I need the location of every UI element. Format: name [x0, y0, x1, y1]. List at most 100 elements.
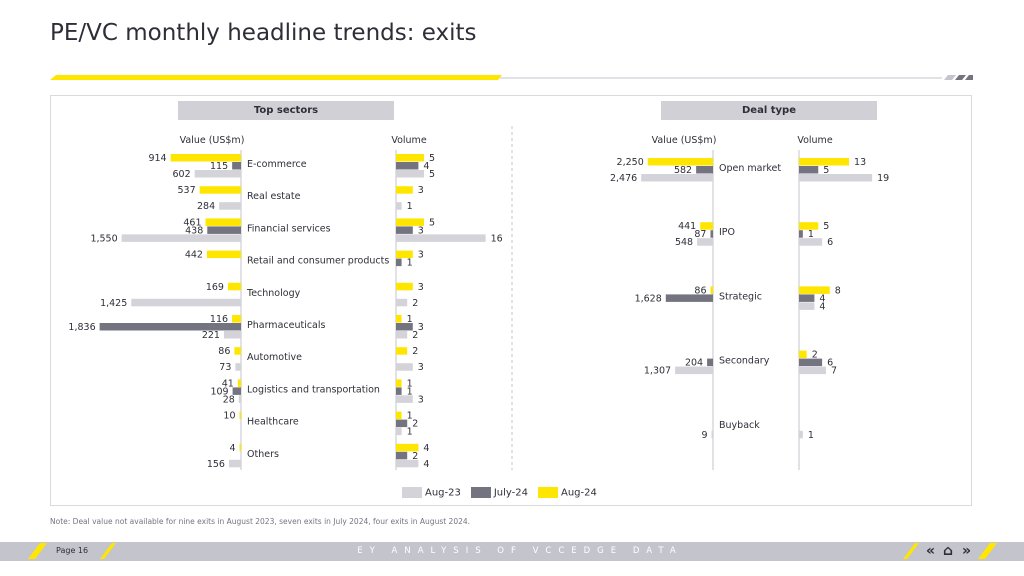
- sectors-value-label: 1,425: [100, 298, 127, 309]
- deals-volume-label: 6: [827, 358, 833, 369]
- sectors-value-label: 461: [183, 217, 201, 228]
- sectors-volume-label: 5: [429, 169, 435, 180]
- sectors-volume-label: 2: [412, 330, 418, 341]
- deals-volume-bar-jul24: [799, 358, 823, 367]
- deals-volume-bar-jul24: [799, 166, 819, 174]
- deals-volume-label: 5: [823, 221, 829, 232]
- sectors-volume-label: 2: [412, 419, 418, 430]
- chart-panel: [50, 95, 972, 506]
- sectors-volume-bar-jul24: [396, 419, 408, 428]
- sectors-value-label: 284: [197, 201, 215, 212]
- sectors-value-label: 115: [210, 161, 228, 172]
- deals-volume-bar-aug23: [799, 302, 815, 310]
- sectors-value-bar-aug23: [235, 363, 241, 371]
- deal-volume-axis-label: Volume: [797, 135, 832, 146]
- legend-swatch: [402, 487, 422, 498]
- sectors-value-label: 28: [223, 394, 235, 405]
- sectors-value-bar-aug24: [237, 379, 241, 387]
- deals-volume-bar-aug24: [799, 158, 850, 166]
- sectors-volume-bar-aug23: [396, 234, 486, 242]
- deals-volume-label: 4: [819, 293, 825, 304]
- page-number: Page 16: [56, 546, 89, 555]
- home-icon[interactable]: ⌂: [943, 543, 954, 559]
- sectors-volume-bar-aug23: [396, 202, 402, 210]
- sectors-volume-label: 4: [423, 443, 429, 454]
- sectors-volume-bar-aug23: [396, 459, 419, 468]
- sectors-value-label: 169: [206, 282, 224, 293]
- sectors-volume-label: 2: [412, 346, 418, 357]
- deals-value-label: 1,628: [635, 293, 662, 304]
- sectors-volume-bar-jul24: [396, 387, 402, 395]
- sectors-value-label: 10: [223, 411, 235, 422]
- deals-volume-bar-aug23: [799, 174, 873, 182]
- deals-volume-bar-aug23: [799, 430, 803, 439]
- deals-value-label: 204: [685, 358, 703, 369]
- sectors-value-bar-aug23: [219, 202, 241, 210]
- sectors-value-label: 41: [222, 378, 234, 389]
- sectors-value-bar-jul24: [232, 162, 241, 170]
- sectors-value-bar-aug24: [239, 443, 241, 452]
- sectors-volume-label: 3: [418, 282, 424, 293]
- deals-value-bar-aug24: [710, 286, 713, 294]
- sectors-category-label: Real estate: [247, 191, 301, 202]
- deals-value-bar-jul24: [710, 230, 713, 238]
- sectors-value-label: 914: [148, 153, 166, 164]
- deals-value-bar-jul24: [696, 166, 713, 174]
- sectors-volume-label: 1: [407, 386, 413, 397]
- deals-volume-label: 7: [831, 366, 837, 377]
- deals-volume-bar-aug24: [799, 222, 819, 230]
- sectors-volume-bar-aug24: [396, 347, 408, 355]
- previous-icon[interactable]: «: [926, 543, 936, 559]
- deals-value-bar-aug23: [697, 238, 713, 246]
- deals-volume-label: 13: [854, 157, 866, 168]
- sectors-volume-bar-aug24: [396, 379, 402, 387]
- deal-type-header: Deal type: [661, 101, 877, 120]
- sectors-value-bar-jul24: [207, 226, 241, 234]
- sectors-volume-bar-jul24: [396, 162, 419, 170]
- legend-label: Aug-24: [561, 487, 597, 499]
- sectors-value-label: 86: [218, 346, 230, 357]
- sectors-value-label: 73: [219, 362, 231, 373]
- sectors-volume-label: 3: [418, 394, 424, 405]
- sectors-volume-label: 5: [429, 217, 435, 228]
- sectors-value-label: 1,836: [68, 322, 95, 333]
- sectors-volume-label: 1: [407, 314, 413, 325]
- footnote: Note: Deal value not available for nine …: [50, 517, 471, 526]
- deals-volume-bar-aug23: [799, 366, 826, 375]
- legend-item-aug23: Aug-23: [402, 487, 461, 499]
- sectors-header: Top sectors: [178, 101, 394, 120]
- sectors-volume-bar-aug24: [396, 250, 413, 259]
- sectors-category-label: Healthcare: [247, 417, 299, 428]
- legend-item-jul24: July-24: [470, 487, 528, 499]
- deals-value-bar-aug23: [675, 366, 713, 375]
- sectors-value-bar-aug24: [206, 250, 241, 259]
- deals-value-label: 87: [694, 229, 706, 240]
- sectors-category-label: Others: [247, 449, 279, 460]
- sectors-volume-label: 1: [407, 427, 413, 438]
- sectors-volume-label: 1: [407, 378, 413, 389]
- deals-category-label: Strategic: [719, 291, 762, 302]
- sector-volume-axis-label: Volume: [391, 135, 426, 146]
- sectors-volume-label: 4: [423, 161, 429, 172]
- sectors-category-label: Retail and consumer products: [247, 256, 389, 267]
- deals-volume-label: 4: [819, 301, 825, 312]
- sectors-value-bar-aug24: [205, 218, 241, 226]
- sectors-value-bar-aug24: [199, 186, 241, 194]
- sectors-volume-bar-aug24: [396, 411, 402, 420]
- next-icon[interactable]: »: [962, 543, 972, 559]
- deals-volume-bar-aug24: [799, 286, 830, 294]
- sectors-volume-label: 1: [407, 411, 413, 422]
- sectors-volume-bar-aug23: [396, 363, 413, 371]
- deals-value-bar-aug23: [641, 174, 713, 182]
- sectors-value-bar-aug23: [238, 395, 241, 403]
- sectors-value-label: 4: [229, 443, 235, 454]
- sectors-category-label: Financial services: [247, 223, 331, 234]
- deals-value-bar-aug24: [647, 158, 713, 166]
- sectors-value-bar-aug23: [194, 170, 241, 178]
- sectors-category-label: Pharmaceuticals: [247, 320, 326, 331]
- legend-swatch: [538, 487, 558, 498]
- sectors-value-label: 438: [185, 225, 203, 236]
- sectors-volume-bar-jul24: [396, 451, 408, 460]
- sectors-value-bar-aug24: [232, 315, 241, 323]
- deal-value-axis-label: Value (US$m): [652, 135, 717, 146]
